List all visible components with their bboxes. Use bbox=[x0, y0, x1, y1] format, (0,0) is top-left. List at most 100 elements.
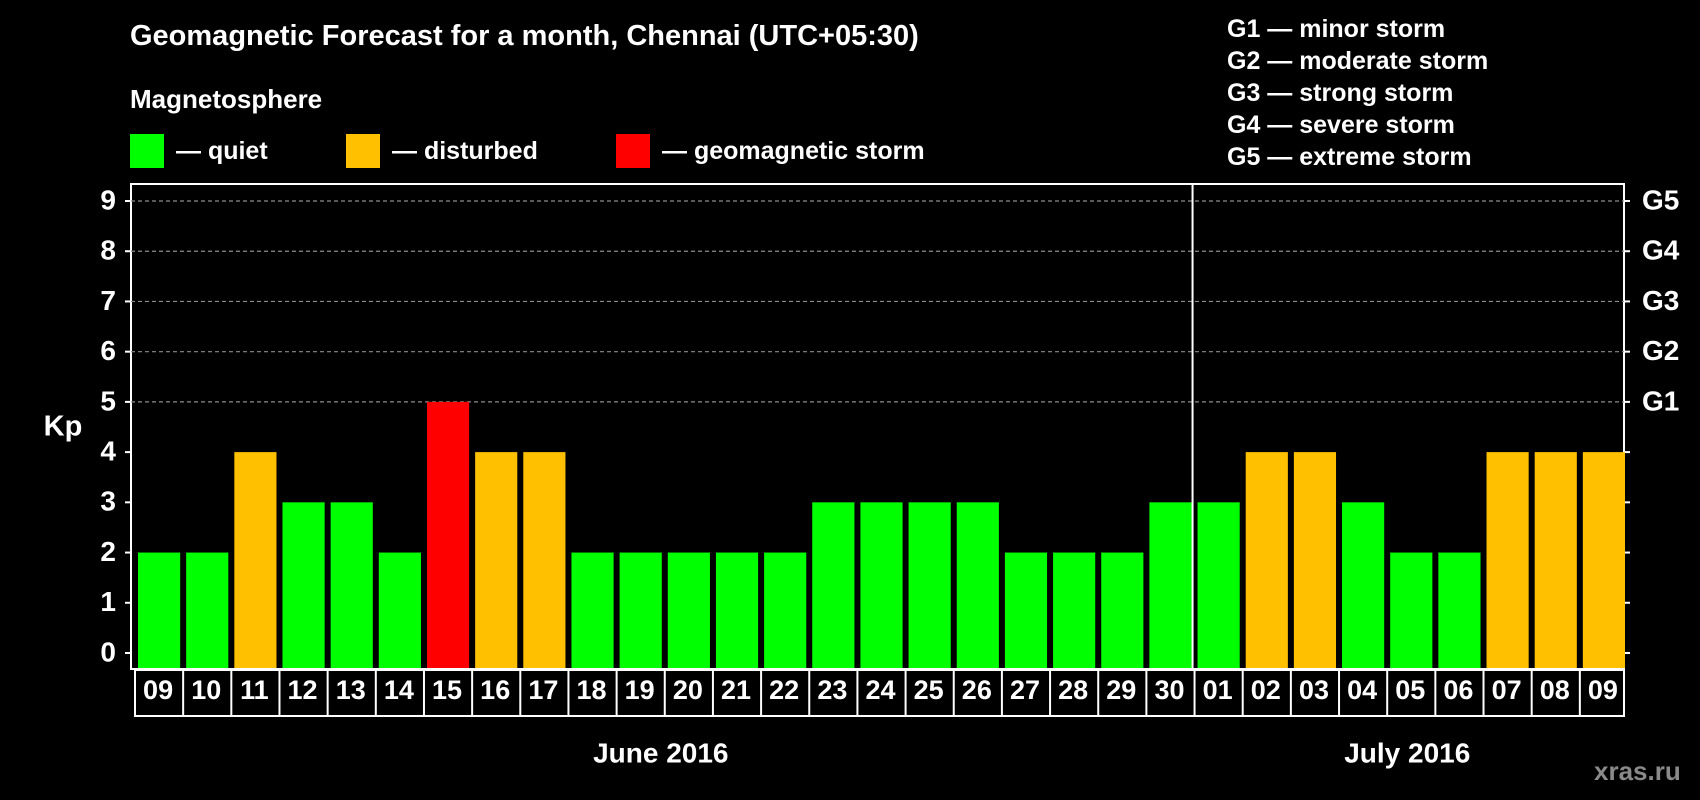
bar-18 bbox=[1004, 552, 1048, 668]
x-tick-label-9: 18 bbox=[577, 675, 607, 705]
bar-11 bbox=[667, 552, 710, 668]
bar-30 bbox=[1582, 452, 1625, 668]
y-tick-label-1: 1 bbox=[100, 586, 116, 617]
bar-19 bbox=[1053, 552, 1096, 668]
bar-29 bbox=[1534, 452, 1577, 668]
day-label-box bbox=[134, 669, 1625, 717]
bar-13 bbox=[764, 552, 807, 668]
x-tick-label-14: 23 bbox=[817, 675, 847, 705]
storm-level-g5: G5 — extreme storm bbox=[1227, 143, 1472, 171]
bar-4 bbox=[330, 502, 373, 668]
y-tick-label-5: 5 bbox=[100, 385, 116, 416]
y-tick-label-2: 2 bbox=[100, 536, 116, 567]
bar-9 bbox=[571, 552, 614, 668]
bar-7 bbox=[475, 452, 518, 668]
month-label-0: June 2016 bbox=[593, 737, 728, 768]
x-tick-label-22: 01 bbox=[1203, 675, 1233, 705]
right-axis-label-g2: G2 bbox=[1642, 335, 1679, 366]
chart-title: Geomagnetic Forecast for a month, Chenna… bbox=[130, 20, 919, 52]
x-tick-label-18: 27 bbox=[1010, 675, 1040, 705]
bar-27 bbox=[1438, 552, 1481, 668]
x-tick-label-26: 05 bbox=[1395, 675, 1425, 705]
x-tick-label-12: 21 bbox=[721, 675, 751, 705]
storm-level-g1: G1 — minor storm bbox=[1227, 15, 1446, 43]
storm-level-g4: G4 — severe storm bbox=[1227, 111, 1455, 139]
storm-level-g3: G3 — strong storm bbox=[1227, 79, 1454, 107]
right-axis-label-g3: G3 bbox=[1642, 285, 1679, 316]
x-tick-label-25: 04 bbox=[1347, 675, 1377, 705]
legend-item-disturbed: — disturbed bbox=[346, 134, 538, 168]
bar-1 bbox=[186, 552, 229, 668]
x-tick-label-19: 28 bbox=[1058, 675, 1088, 705]
bar-0 bbox=[138, 552, 181, 668]
right-axis-label-g5: G5 bbox=[1642, 184, 1679, 215]
legend-label-storm: — geomagnetic storm bbox=[662, 136, 925, 165]
bar-28 bbox=[1486, 452, 1529, 668]
x-tick-label-27: 06 bbox=[1443, 675, 1473, 705]
x-tick-label-10: 19 bbox=[625, 675, 655, 705]
bar-22 bbox=[1197, 502, 1240, 668]
bar-21 bbox=[1149, 502, 1192, 668]
x-tick-label-20: 29 bbox=[1106, 675, 1136, 705]
x-tick-label-15: 24 bbox=[865, 675, 895, 705]
legend-swatch-storm bbox=[616, 134, 650, 168]
bar-26 bbox=[1390, 552, 1433, 668]
bar-14 bbox=[812, 502, 855, 668]
x-tick-label-30: 09 bbox=[1588, 675, 1618, 705]
bar-3 bbox=[282, 502, 325, 668]
y-tick-label-9: 9 bbox=[100, 184, 116, 215]
x-tick-label-8: 17 bbox=[528, 675, 558, 705]
x-tick-label-21: 30 bbox=[1154, 675, 1184, 705]
x-tick-label-17: 26 bbox=[962, 675, 992, 705]
x-tick-label-13: 22 bbox=[769, 675, 799, 705]
bar-16 bbox=[908, 502, 951, 668]
bar-12 bbox=[715, 552, 759, 668]
x-tick-label-2: 11 bbox=[240, 675, 269, 705]
right-axis-label-g4: G4 bbox=[1642, 235, 1680, 266]
x-tick-label-28: 07 bbox=[1492, 675, 1522, 705]
bar-10 bbox=[619, 552, 662, 668]
bar-25 bbox=[1342, 502, 1385, 668]
watermark: xras.ru bbox=[1594, 756, 1681, 786]
legend-subtitle: Magnetosphere bbox=[130, 84, 323, 114]
storm-level-g2: G2 — moderate storm bbox=[1227, 47, 1489, 75]
y-tick-label-7: 7 bbox=[100, 285, 116, 316]
legend-item-quiet: — quiet bbox=[130, 134, 268, 168]
y-tick-label-6: 6 bbox=[100, 335, 116, 366]
x-tick-label-24: 03 bbox=[1299, 675, 1329, 705]
y-tick-label-4: 4 bbox=[100, 436, 116, 467]
bar-6 bbox=[426, 401, 470, 668]
bar-17 bbox=[956, 502, 999, 668]
bar-24 bbox=[1293, 452, 1337, 668]
x-tick-label-16: 25 bbox=[914, 675, 944, 705]
right-axis-label-g1: G1 bbox=[1642, 385, 1679, 416]
x-tick-label-4: 13 bbox=[336, 675, 366, 705]
legend-label-quiet: — quiet bbox=[176, 136, 268, 165]
x-tick-label-6: 15 bbox=[432, 675, 462, 705]
y-tick-label-0: 0 bbox=[100, 636, 116, 667]
bar-23 bbox=[1245, 452, 1288, 668]
month-label-1: July 2016 bbox=[1344, 737, 1470, 768]
x-tick-label-23: 02 bbox=[1251, 675, 1281, 705]
bar-8 bbox=[523, 452, 566, 668]
x-tick-label-29: 08 bbox=[1540, 675, 1570, 705]
y-tick-label-8: 8 bbox=[100, 235, 116, 266]
legend-item-storm: — geomagnetic storm bbox=[616, 134, 925, 168]
x-tick-label-3: 12 bbox=[288, 675, 318, 705]
legend-swatch-quiet bbox=[130, 134, 164, 168]
legend-swatch-disturbed bbox=[346, 134, 380, 168]
bar-15 bbox=[860, 502, 903, 668]
bar-2 bbox=[234, 452, 277, 668]
legend-label-disturbed: — disturbed bbox=[392, 136, 538, 165]
bar-5 bbox=[378, 552, 421, 668]
x-tick-label-1: 10 bbox=[191, 675, 221, 705]
y-tick-label-3: 3 bbox=[100, 486, 116, 517]
x-tick-label-0: 09 bbox=[143, 675, 173, 705]
x-tick-label-11: 20 bbox=[673, 675, 703, 705]
bar-20 bbox=[1101, 552, 1144, 668]
storm-level-legend: G1 — minor storm G2 — moderate storm G3 … bbox=[1227, 13, 1488, 173]
x-tick-label-5: 14 bbox=[384, 675, 414, 705]
y-axis-title: Kp bbox=[44, 411, 83, 443]
x-tick-label-7: 16 bbox=[480, 675, 510, 705]
